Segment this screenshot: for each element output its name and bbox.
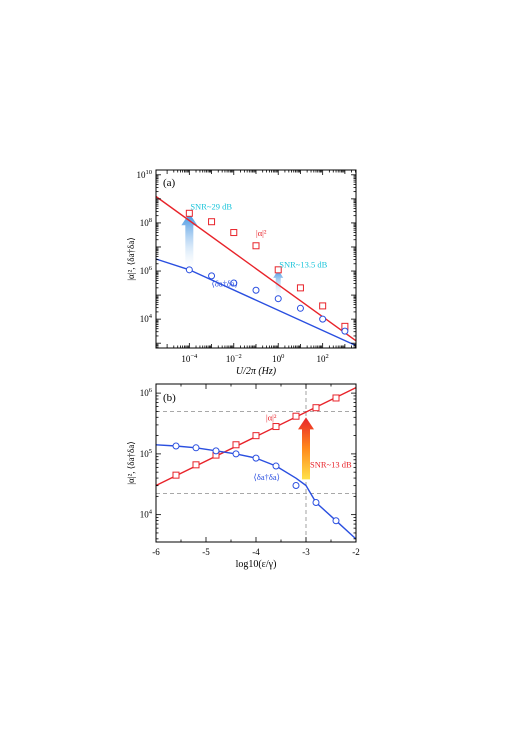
snr-arrow [181, 213, 198, 269]
panel-a-marker-layer [185, 209, 349, 335]
fit-curve-blue [155, 258, 357, 347]
annotation: SNR~13 dB [310, 459, 352, 469]
data-point-square [312, 404, 320, 412]
data-point-square [272, 423, 280, 431]
data-point-square [332, 394, 340, 402]
y-tick-label: 104 [140, 313, 153, 324]
panel-a-arrow-layer [181, 213, 284, 297]
panel-a-xlabel: U/2π (Hz) [236, 366, 277, 377]
x-tick-label: -4 [252, 547, 260, 557]
panel-b-tick-layer [155, 384, 357, 542]
data-point-circle [292, 481, 300, 489]
data-point-circle [232, 450, 240, 458]
data-point-circle [212, 447, 220, 455]
data-point-circle [341, 327, 349, 335]
data-point-circle [230, 279, 238, 287]
data-point-circle [208, 272, 216, 280]
data-point-square [319, 302, 327, 310]
x-tick-label: -6 [152, 547, 160, 557]
x-tick-label: 10−4 [181, 353, 198, 364]
data-point-square [172, 471, 180, 479]
data-point-circle [172, 442, 180, 450]
data-point-circle [185, 266, 193, 274]
data-point-square [208, 218, 216, 226]
snr-arrow [273, 269, 284, 297]
data-point-square [292, 412, 300, 420]
x-tick-label: -2 [352, 547, 360, 557]
panel-b-ylabel: |α|², ⟨δa†δa⟩ [126, 441, 136, 485]
panel-a-curve-layer [155, 195, 357, 347]
y-tick-label: 106 [140, 265, 153, 276]
data-point-square [296, 284, 304, 292]
y-tick-label: 104 [140, 509, 153, 520]
panel-a: 10−4 10−2 100 102 104 106 108 1010 SNR~29 dB SNR~… [126, 169, 357, 377]
panel-a-label: (a) [163, 177, 176, 189]
annotation: SNR~29 dB [190, 202, 232, 212]
panel-b-label-layer: -6 -5 -4 -3 -2 104 105 106 SNR~13 dB |α|² ⟨δa†δa⟩ [140, 387, 360, 557]
panel-b-xlabel: log10(ε/γ) [236, 559, 277, 570]
x-tick-label: 100 [272, 353, 284, 364]
annotation: SNR~13.5 dB [279, 259, 327, 269]
data-point-square [230, 229, 238, 237]
data-point-square [274, 266, 282, 274]
data-point-square [252, 242, 260, 250]
x-tick-label: -3 [302, 547, 310, 557]
data-point-circle [252, 286, 260, 294]
panel-b-marker-layer [172, 394, 340, 525]
annotation: |α|² [256, 228, 267, 238]
data-point-square [232, 441, 240, 449]
data-point-circle [274, 295, 282, 303]
data-point-circle [192, 444, 200, 452]
data-point-circle [272, 462, 280, 470]
snr-arrow [298, 417, 314, 480]
data-point-circle [312, 499, 320, 506]
data-point-square [192, 461, 200, 469]
data-point-circle [332, 517, 340, 525]
annotation: ⟨δa†δa⟩ [254, 472, 280, 482]
x-tick-label: -5 [202, 547, 210, 557]
data-point-square [185, 209, 193, 217]
y-tick-label: 106 [140, 387, 153, 398]
data-point-circle [252, 454, 260, 462]
panel-a-tick-layer [156, 170, 356, 348]
x-tick-label: 102 [317, 353, 329, 364]
data-point-square [252, 432, 260, 440]
panel-a-label-layer: 10−4 10−2 100 102 104 106 108 1010 SNR~29 dB SNR~… [137, 169, 329, 364]
annotation: ⟨δa†δa⟩ [212, 279, 238, 289]
panel-a-ylabel: |α|², ⟨δa†δa⟩ [126, 237, 136, 281]
annotation: |α|² [266, 412, 277, 422]
x-tick-label: 10−2 [226, 353, 242, 364]
y-tick-label: 105 [140, 448, 152, 459]
panel-b-arrow-layer [298, 417, 314, 480]
y-tick-label: 1010 [137, 169, 153, 180]
data-point-circle [296, 304, 304, 312]
panel-b-label: (b) [163, 392, 176, 404]
data-point-circle [319, 315, 327, 323]
y-tick-label: 108 [140, 217, 152, 228]
